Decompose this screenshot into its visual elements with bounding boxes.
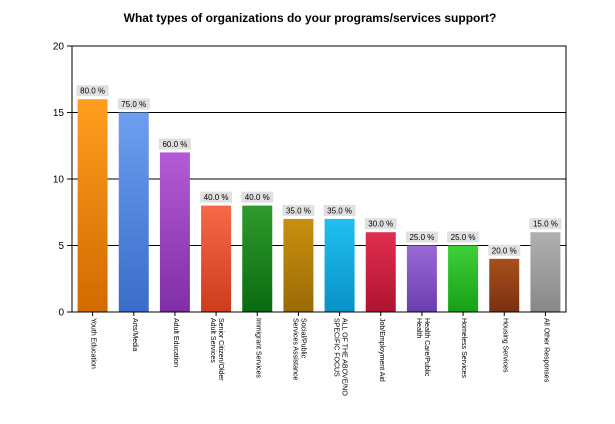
x-category-label: Job/Employment Aid [378, 318, 385, 382]
bar-value-label: 40.0 % [245, 193, 270, 202]
y-tick-label: 5 [58, 241, 64, 252]
bar [365, 232, 396, 312]
bar-value-label: 30.0 % [368, 220, 393, 229]
bar [283, 218, 314, 312]
bar [530, 232, 561, 312]
bar-value-label: 25.0 % [409, 233, 434, 242]
bar-label-bg [158, 138, 191, 150]
bar-label-bg [200, 191, 233, 203]
bar [406, 245, 437, 312]
bar-value-label: 40.0 % [204, 193, 229, 202]
bar-label-bg [447, 231, 480, 243]
bar-label-bg [364, 218, 397, 230]
x-category-label: Arts/Media [131, 318, 138, 352]
bar-label-bg [529, 218, 562, 230]
x-category-label: All Other Responses [542, 318, 549, 383]
bar-label-bg [282, 204, 315, 216]
bar-value-label: 80.0 % [80, 87, 105, 96]
y-tick-label: 15 [53, 108, 65, 119]
bar [201, 205, 232, 312]
bar [324, 218, 355, 312]
bar [242, 205, 273, 312]
bar [489, 258, 520, 312]
x-category-label: Homeless Services [460, 318, 467, 378]
bar-value-label: 75.0 % [121, 100, 146, 109]
y-tick-label: 20 [53, 42, 65, 53]
bar [118, 112, 149, 312]
bar [77, 99, 108, 312]
y-axis: 0 5 10 15 20 [53, 42, 72, 319]
bar-value-label: 35.0 % [286, 206, 311, 215]
bar-label-bg [323, 204, 356, 216]
bars [77, 99, 561, 312]
bar-label-bg [405, 231, 438, 243]
bar-label-bg [76, 85, 109, 97]
x-category-label: Social/PublicServices Assistance [291, 318, 306, 380]
bar-value-label: 35.0 % [327, 206, 352, 215]
y-tick-label: 10 [53, 175, 65, 186]
plot-frame [71, 45, 567, 313]
x-category-label: Health Care/PublicHealth [415, 318, 430, 377]
bar-value-label: 60.0 % [162, 140, 187, 149]
bar [448, 245, 479, 312]
bar [159, 152, 190, 312]
chart-title: What types of organizations do your prog… [124, 11, 497, 25]
bar-value-label: 15.0 % [533, 220, 558, 229]
bar-labels: 80.0 % 75.0 % 60.0 % 40.0 % 40.0 % 35.0 % 35.0… [76, 85, 562, 256]
x-category-label: ALL OF THE ABOVE/NOSPECIFIC FOCUS [333, 318, 348, 396]
x-category-label: Immigrant Services [254, 318, 261, 378]
x-category-label: Youth Education [90, 318, 97, 369]
gridlines [72, 112, 566, 246]
bar-label-bg [117, 98, 150, 110]
bar-label-bg [241, 191, 274, 203]
x-category-label: Housing Services [501, 318, 508, 373]
bar-label-bg [488, 244, 521, 256]
x-category-label: Senior Citizen/OlderAdult Services [209, 318, 224, 381]
bar-value-label: 25.0 % [451, 233, 476, 242]
x-category-label: Adult Education [172, 318, 179, 367]
x-axis: Youth Education Arts/Media Adult Education… [90, 312, 549, 396]
y-tick-label: 0 [58, 308, 64, 319]
bar-value-label: 20.0 % [492, 246, 517, 255]
